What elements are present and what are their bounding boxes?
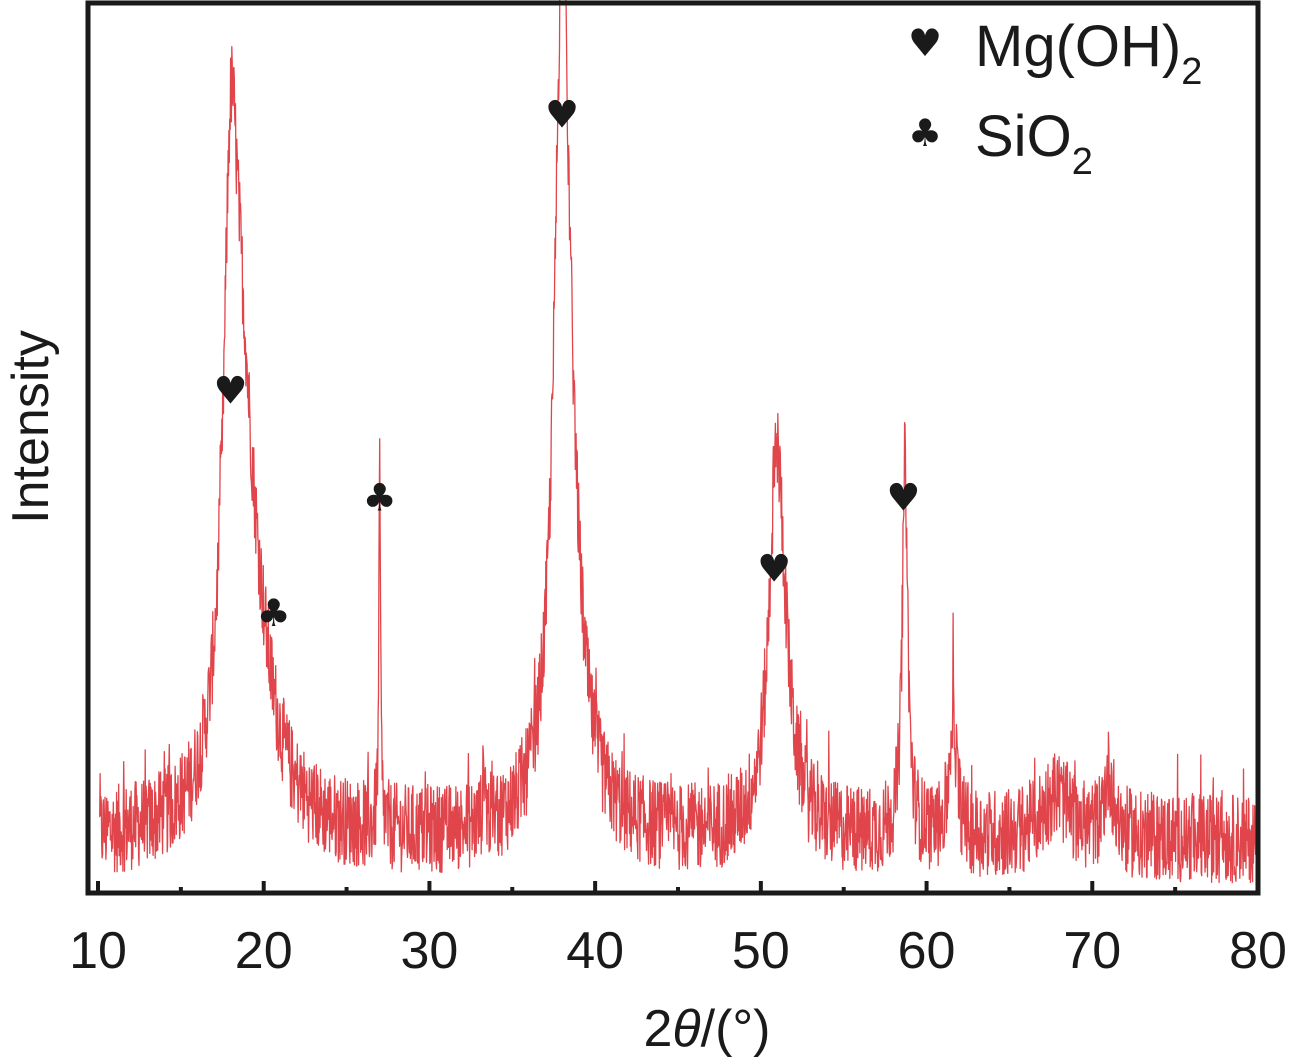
x-tick-label: 80 (1229, 922, 1287, 980)
heart-marker-icon: ♥ (214, 369, 248, 413)
x-tick-label: 70 (1063, 922, 1121, 980)
legend: ♥ Mg(OH)2 ♣ SiO2 (908, 14, 1202, 183)
x-axis-title: 2θ/(°) (643, 1000, 770, 1058)
x-tick-label: 40 (566, 922, 624, 980)
x-axis-ticks (96, 881, 1260, 893)
legend-entry-sio2: ♣ SiO2 (908, 104, 1093, 183)
xrd-pattern-line (99, 0, 1257, 884)
legend-label-mgoh2: Mg(OH)2 (975, 14, 1202, 93)
peak-markers: ♥ ♣ ♣ ♥ ♥ ♥ (214, 93, 921, 635)
x-tick-label: 10 (69, 922, 127, 980)
x-axis-tick-labels: 10 20 30 40 50 60 70 80 (69, 922, 1287, 980)
x-tick-label: 50 (732, 922, 790, 980)
legend-label-sio2: SiO2 (975, 104, 1093, 183)
heart-marker-icon: ♥ (886, 475, 920, 519)
y-axis-title: Intensity (2, 330, 60, 524)
club-marker-icon: ♣ (363, 475, 397, 519)
heart-marker-icon: ♥ (545, 93, 579, 137)
x-tick-label: 60 (898, 922, 956, 980)
heart-marker-icon: ♥ (757, 547, 791, 591)
x-tick-label: 30 (401, 922, 459, 980)
club-marker-icon: ♣ (908, 111, 942, 155)
heart-marker-icon: ♥ (908, 21, 942, 65)
legend-entry-mgoh2: ♥ Mg(OH)2 (908, 14, 1202, 93)
plot-frame (85, 0, 1261, 896)
x-tick-label: 20 (235, 922, 293, 980)
club-marker-icon: ♣ (257, 591, 291, 635)
